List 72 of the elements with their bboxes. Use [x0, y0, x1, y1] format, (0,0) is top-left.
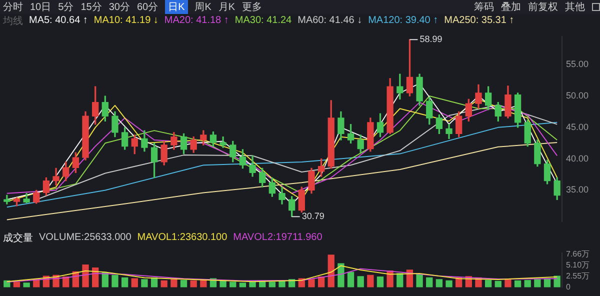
bar [446, 280, 452, 288]
bar [268, 282, 276, 288]
y-tick-label: 2.55万 [566, 271, 590, 280]
y-tick-label: 5.10万 [566, 260, 590, 270]
text: 5分 [58, 1, 74, 14]
text: 周K [194, 1, 212, 14]
text: MA30: 41.24 [234, 15, 292, 26]
bar [180, 280, 188, 288]
bar [426, 277, 433, 288]
bar [220, 280, 226, 288]
text: MAVOL2:19711.960 [233, 232, 322, 243]
bar [112, 274, 118, 288]
text: 分时 [3, 0, 23, 14]
bar [494, 280, 502, 288]
bar [347, 272, 354, 288]
y-tick-label: 40.00 [566, 153, 589, 164]
chart-title: 成交量 [3, 232, 33, 244]
text: 30分 [108, 1, 130, 14]
text: 筹码 [474, 1, 494, 14]
text: 更多 [242, 1, 262, 14]
text: 叠加 [501, 0, 521, 14]
text: MAVOL1:23630.100 [137, 232, 228, 243]
bar [82, 264, 89, 288]
bar [328, 254, 334, 288]
y-tick-label: 45.00 [566, 122, 589, 132]
text: 15分 [80, 1, 102, 14]
y-tick-label: 7.66万 [566, 249, 590, 258]
y-tick-label: 0 [566, 282, 571, 292]
text: 前复权 [528, 0, 558, 14]
bar [239, 282, 246, 288]
annotation: 30.79 [302, 211, 324, 222]
y-tick-label: 55.00 [566, 59, 589, 70]
bar [13, 282, 20, 288]
bar [524, 280, 531, 288]
legend-title: 均线 [3, 14, 23, 28]
annotation: 58.99 [420, 34, 442, 44]
bar [121, 277, 128, 288]
text: MA10: 41.19 ↓ [94, 15, 158, 26]
bar [534, 279, 541, 288]
text: MA120: 39.40 ↑ [368, 15, 438, 26]
text: MA250: 35.31 ↑ [444, 15, 514, 26]
bar [367, 274, 374, 288]
bar [131, 278, 138, 288]
text: VOLUME:25633.000 [39, 232, 132, 243]
text: 60分 [136, 1, 158, 14]
bar [230, 282, 236, 288]
bar [190, 280, 197, 288]
text: 月K [218, 1, 236, 14]
bar [338, 263, 344, 288]
bar [160, 280, 168, 288]
text: 其他 [565, 0, 585, 14]
text: MA20: 41.18 ↑ [164, 15, 229, 26]
text: MA60: 41.46 ↓ [298, 15, 362, 26]
bar [141, 279, 148, 288]
bar [504, 279, 512, 288]
bar [436, 279, 443, 288]
bar [278, 280, 286, 288]
bar [396, 273, 404, 288]
bar [170, 279, 178, 288]
y-tick-label: 35.00 [566, 184, 589, 195]
bar [416, 274, 423, 288]
y-tick-label: 50.00 [566, 90, 589, 101]
bar [484, 280, 492, 288]
bar [514, 280, 522, 288]
bar [357, 276, 364, 288]
bar [308, 279, 315, 288]
text: 10日 [30, 1, 52, 14]
bar [23, 282, 30, 288]
text: MA5: 40.64 ↑ [29, 15, 88, 26]
text: 日K [165, 0, 188, 14]
bar [554, 276, 560, 288]
bar [376, 276, 384, 288]
